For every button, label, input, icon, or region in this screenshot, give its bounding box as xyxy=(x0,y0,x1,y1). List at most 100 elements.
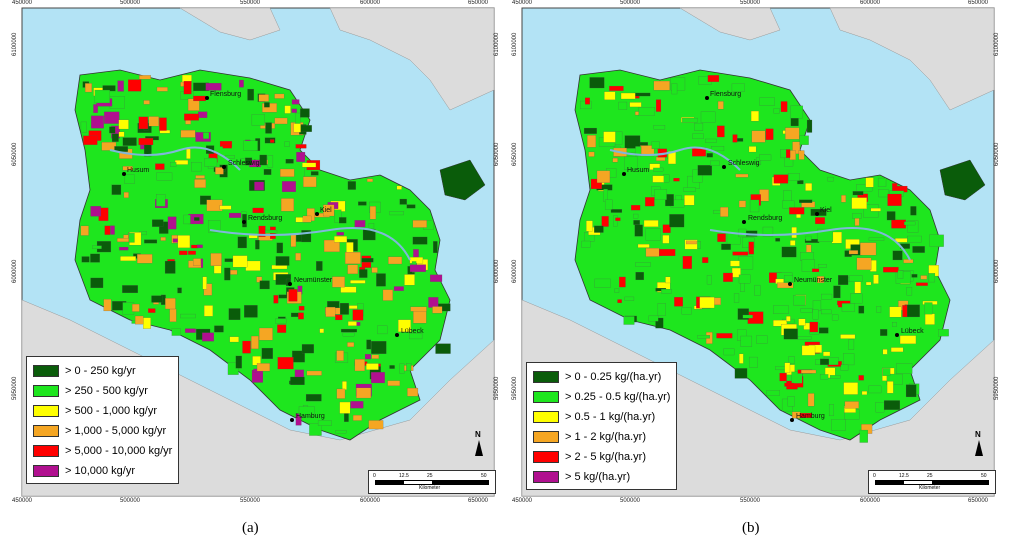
x-tick: 450000 xyxy=(512,498,533,504)
land-parcel xyxy=(224,258,233,262)
legend-label: > 5 kg/(ha.yr) xyxy=(565,471,631,483)
land-parcel xyxy=(848,275,863,282)
land-parcel xyxy=(273,295,279,304)
land-parcel xyxy=(891,219,906,229)
land-parcel xyxy=(83,135,98,145)
land-parcel xyxy=(195,175,205,179)
land-parcel xyxy=(883,266,899,273)
land-parcel xyxy=(347,342,355,347)
land-parcel xyxy=(711,146,725,152)
land-parcel xyxy=(762,226,774,237)
land-parcel xyxy=(156,87,168,92)
legend-item: > 2 - 5 kg/(ha.yr) xyxy=(533,447,670,467)
land-parcel xyxy=(119,246,129,251)
land-parcel xyxy=(850,293,863,304)
land-parcel xyxy=(92,245,102,249)
x-tick: 500000 xyxy=(620,0,641,6)
land-parcel xyxy=(177,235,191,248)
land-parcel xyxy=(347,181,356,190)
land-parcel xyxy=(819,374,829,380)
land-parcel xyxy=(368,420,384,430)
land-parcel xyxy=(229,212,243,218)
land-parcel xyxy=(603,131,616,143)
land-parcel xyxy=(812,309,819,320)
land-parcel xyxy=(261,347,273,359)
land-parcel xyxy=(202,276,207,290)
land-parcel xyxy=(843,382,859,395)
y-tick: 5950000 xyxy=(12,376,18,400)
land-parcel xyxy=(118,119,129,130)
land-parcel xyxy=(303,176,317,188)
land-parcel xyxy=(210,253,222,266)
land-parcel xyxy=(191,162,202,172)
land-parcel xyxy=(247,88,254,101)
y-tick: 6050000 xyxy=(12,142,18,166)
land-parcel xyxy=(870,208,881,212)
land-parcel xyxy=(124,174,135,184)
land-parcel xyxy=(295,413,302,426)
land-parcel xyxy=(653,167,664,172)
land-parcel xyxy=(144,239,158,244)
land-parcel xyxy=(132,303,140,312)
legend-label: > 0 - 250 kg/yr xyxy=(65,365,136,377)
land-parcel xyxy=(325,306,336,317)
land-parcel xyxy=(759,97,775,106)
scale-tick: 50 xyxy=(481,473,487,479)
x-tick: 650000 xyxy=(468,498,489,504)
city-label: Hamburg xyxy=(296,413,325,420)
land-parcel xyxy=(406,363,412,372)
y-tick: 5950000 xyxy=(494,376,500,400)
land-parcel xyxy=(293,123,301,133)
north-arrow-icon: N xyxy=(475,430,483,456)
land-parcel xyxy=(812,300,822,312)
land-parcel xyxy=(232,255,248,268)
land-parcel xyxy=(259,327,273,341)
legend-item: > 500 - 1,000 kg/yr xyxy=(33,401,172,421)
scale-tick: 25 xyxy=(427,473,433,479)
land-parcel xyxy=(251,335,259,350)
land-parcel xyxy=(807,393,815,407)
land-parcel xyxy=(366,339,372,350)
y-tick: 6000000 xyxy=(12,259,18,283)
land-parcel xyxy=(786,316,791,322)
land-parcel xyxy=(904,221,916,226)
land-parcel xyxy=(585,97,590,105)
land-parcel xyxy=(801,345,816,356)
land-parcel xyxy=(155,163,165,170)
land-parcel xyxy=(780,149,787,159)
land-parcel xyxy=(413,310,427,324)
land-parcel xyxy=(160,237,166,241)
land-parcel xyxy=(818,264,827,268)
land-parcel xyxy=(865,177,874,188)
land-parcel xyxy=(750,110,759,122)
land-parcel xyxy=(335,429,347,434)
land-parcel xyxy=(590,178,602,190)
land-parcel xyxy=(841,195,846,203)
land-parcel xyxy=(295,112,301,125)
land-parcel xyxy=(886,373,903,385)
land-parcel xyxy=(887,193,902,206)
land-parcel xyxy=(603,188,608,202)
land-parcel xyxy=(716,333,733,339)
land-parcel xyxy=(198,111,208,118)
land-parcel xyxy=(848,339,855,350)
land-parcel xyxy=(645,197,655,207)
land-parcel xyxy=(301,230,312,243)
land-parcel xyxy=(684,239,698,250)
y-tick: 6050000 xyxy=(994,142,1000,166)
land-parcel xyxy=(902,305,908,318)
map-panel-a: Flensburg Schleswig Husum Rendsburg Kiel… xyxy=(10,0,500,546)
land-parcel xyxy=(604,199,613,210)
land-parcel xyxy=(738,256,754,270)
land-parcel xyxy=(101,142,117,151)
land-parcel xyxy=(270,139,275,143)
land-parcel xyxy=(903,259,914,264)
land-parcel xyxy=(239,79,244,88)
land-parcel xyxy=(169,308,177,322)
land-parcel xyxy=(907,220,919,233)
legend-item: > 10,000 kg/yr xyxy=(33,461,172,481)
land-parcel xyxy=(645,228,661,241)
legend-swatch xyxy=(33,465,59,477)
land-parcel xyxy=(117,80,124,92)
land-parcel xyxy=(354,220,366,228)
